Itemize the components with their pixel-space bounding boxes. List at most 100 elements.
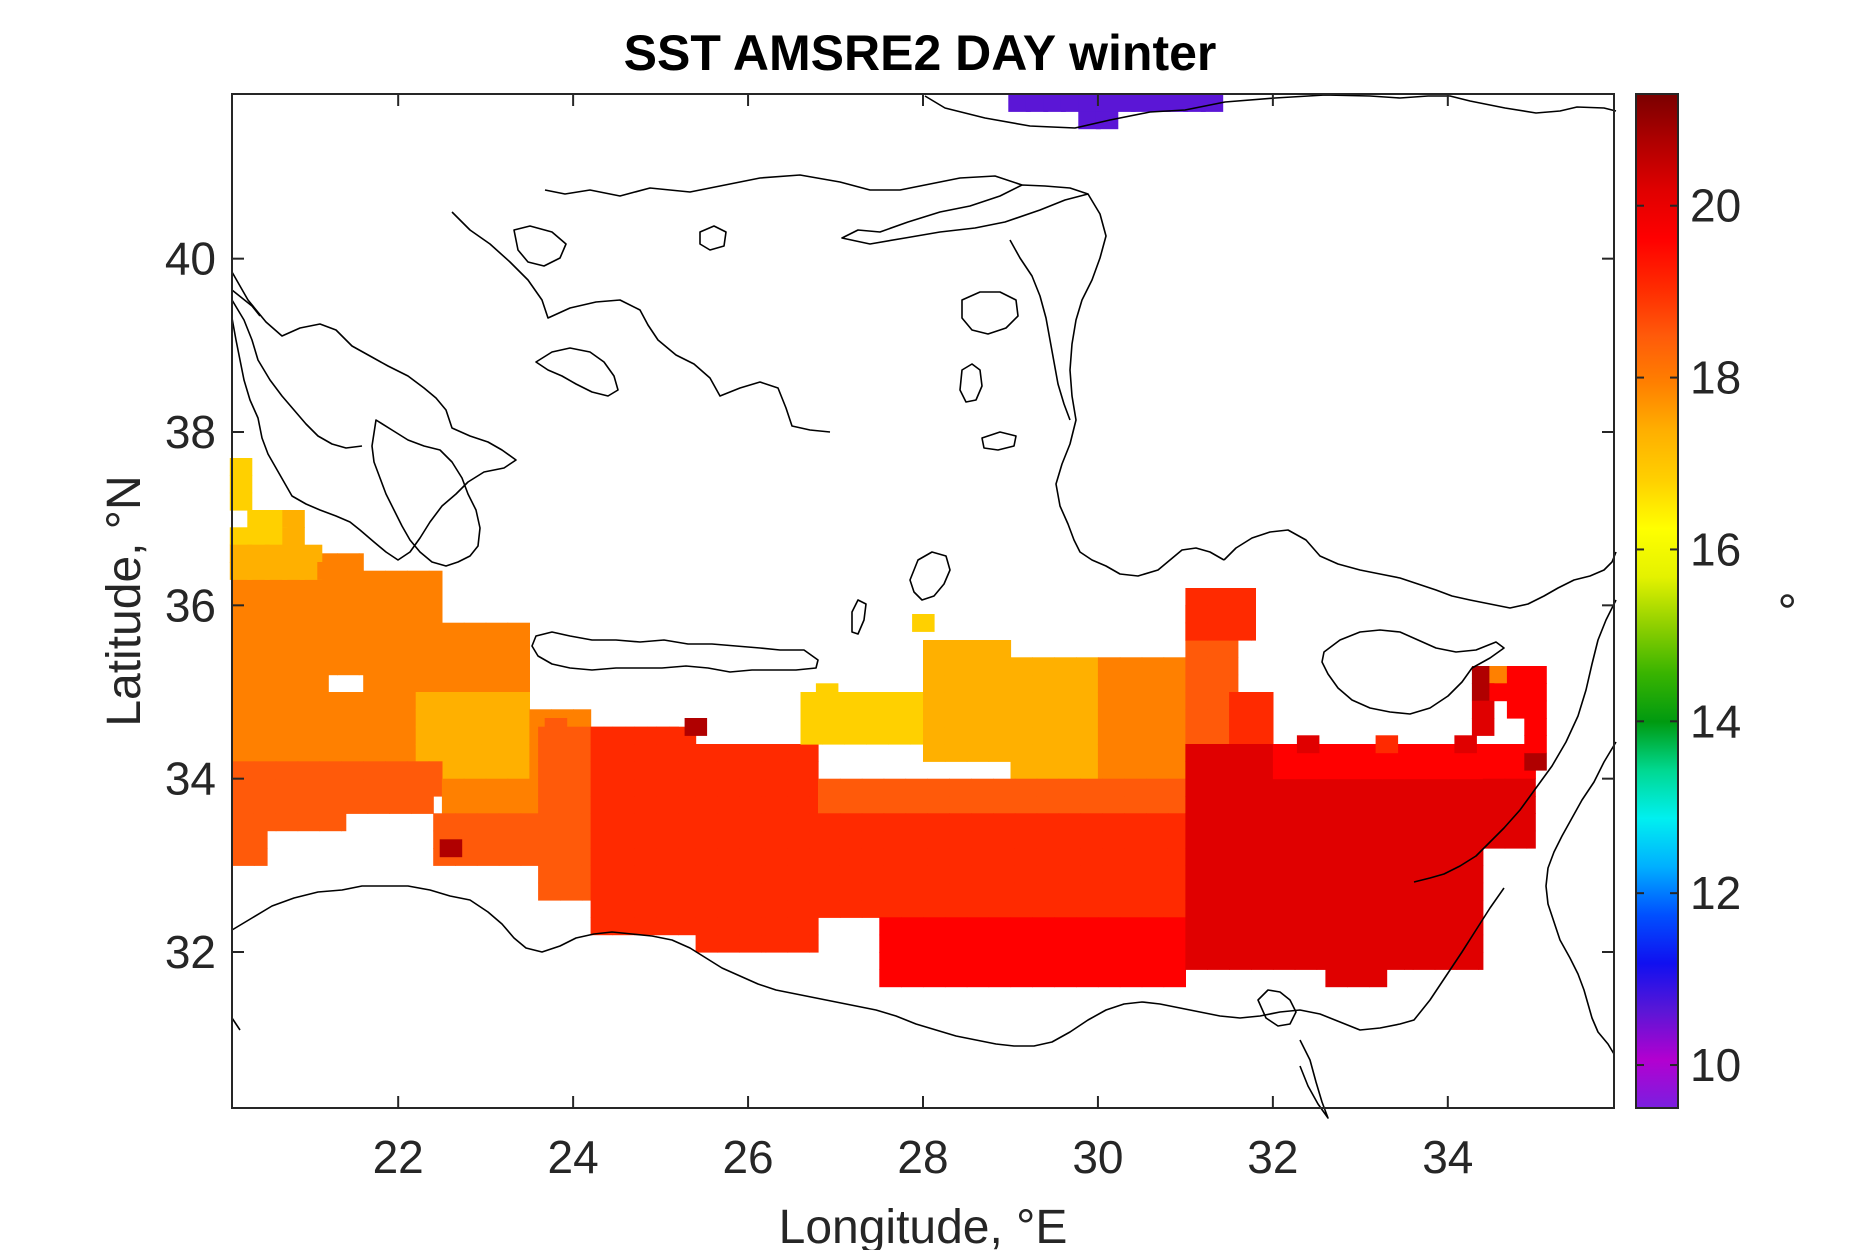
sst-cell <box>678 813 697 832</box>
sst-cell <box>761 848 767 866</box>
coastline-chalkidiki <box>513 225 567 267</box>
sst-cell <box>481 744 504 762</box>
chart-title: SST AMSRE2 DAY winter <box>624 25 1217 81</box>
y-tick-label: 32 <box>165 926 216 978</box>
sst-cell <box>1456 830 1480 849</box>
sst-cell <box>866 709 889 728</box>
sst-cell <box>1185 934 1208 953</box>
sst-cell <box>297 813 321 832</box>
sst-cell <box>1338 917 1361 936</box>
sst-cell <box>358 605 364 624</box>
sst-cell <box>264 544 288 563</box>
sst-cell <box>463 622 487 641</box>
sst-cell <box>1251 709 1274 728</box>
sst-cell <box>1141 761 1165 780</box>
sst-cell <box>297 709 321 728</box>
sst-cell <box>787 744 810 762</box>
sst-cell <box>1163 744 1186 762</box>
sst-cell <box>1489 666 1512 684</box>
sst-cell <box>879 917 902 936</box>
sst-cell <box>297 796 321 814</box>
sst-cell <box>253 692 277 710</box>
sst-cell <box>1163 726 1186 745</box>
sst-cell <box>988 917 1012 936</box>
sst-cell <box>1272 900 1296 918</box>
sst-cell <box>1207 882 1230 901</box>
sst-cell <box>656 778 679 797</box>
sst-cell <box>1185 813 1208 832</box>
sst-cell <box>1404 813 1414 832</box>
sst-cell <box>297 657 321 676</box>
sst-cell <box>1251 917 1274 936</box>
sst-cell <box>385 588 408 606</box>
sst-cell <box>1010 744 1033 762</box>
sst-cell <box>1229 848 1252 866</box>
sst-cell <box>1036 865 1060 884</box>
sst-cell <box>1229 778 1252 797</box>
sst-cell <box>883 865 907 884</box>
sst-cell <box>406 622 430 641</box>
sst-cell <box>1014 830 1038 849</box>
sst-cell <box>905 813 928 832</box>
sst-cell <box>1076 657 1099 676</box>
sst-cell <box>1360 796 1383 814</box>
sst-cell <box>428 674 443 693</box>
sst-cell <box>761 813 767 832</box>
sst-cell <box>1185 830 1208 849</box>
sst-cell <box>275 813 299 832</box>
sst-cell <box>406 570 430 589</box>
sst-cell <box>634 848 657 866</box>
sst-cell <box>1032 744 1055 762</box>
sst-cell <box>232 778 255 797</box>
sst-cell <box>612 830 635 849</box>
sst-cell <box>944 657 968 676</box>
y-tick-label: 36 <box>165 579 216 631</box>
sst-cell <box>949 813 972 832</box>
sst-cell <box>315 622 338 641</box>
sst-cell <box>822 709 845 728</box>
sst-cell <box>1124 882 1147 901</box>
sst-cell <box>1478 796 1484 814</box>
sst-cell <box>761 917 767 936</box>
sst-cell <box>1102 778 1125 797</box>
sst-cell <box>428 570 443 589</box>
sst-cell <box>944 934 968 953</box>
sst-cell <box>765 848 789 866</box>
y-axis-label: Latitude, °N <box>98 475 151 726</box>
sst-cell <box>297 726 321 745</box>
sst-cell <box>590 882 614 901</box>
sst-cell <box>966 709 990 728</box>
sst-cell <box>1058 830 1082 849</box>
sst-cell <box>1506 683 1530 702</box>
sst-cell <box>247 562 270 580</box>
sst-cell <box>538 865 561 884</box>
sst-cell <box>1412 882 1436 901</box>
sst-cell <box>371 692 395 710</box>
sst-cell <box>1146 865 1169 884</box>
sst-cell <box>1058 882 1082 901</box>
colorbar: 10 12 14 16 18 20 ° <box>1635 93 1802 1109</box>
sst-cell <box>879 952 902 970</box>
sst-cell <box>695 813 719 832</box>
sst-cell <box>1010 952 1033 970</box>
sst-cell <box>350 744 373 762</box>
sst-cell <box>590 865 614 884</box>
sst-cell <box>944 726 968 745</box>
sst-cell <box>1036 778 1060 797</box>
sst-cell <box>1010 917 1033 936</box>
sst-cell <box>717 778 740 797</box>
sst-cell <box>1095 94 1119 112</box>
sst-cell <box>525 761 530 780</box>
sst-cell <box>765 900 789 918</box>
sst-cell <box>415 744 439 762</box>
sst-cell <box>1272 865 1296 884</box>
sst-cell <box>560 848 583 866</box>
sst-cell <box>944 744 968 762</box>
sst-cell <box>1141 952 1165 970</box>
sst-cell <box>809 934 819 953</box>
y-tick-label: 40 <box>165 233 216 285</box>
sst-cell <box>818 813 841 832</box>
sst-cell <box>1382 813 1405 832</box>
coastline-north-africa <box>231 885 1505 1047</box>
sst-cell <box>1207 640 1230 658</box>
